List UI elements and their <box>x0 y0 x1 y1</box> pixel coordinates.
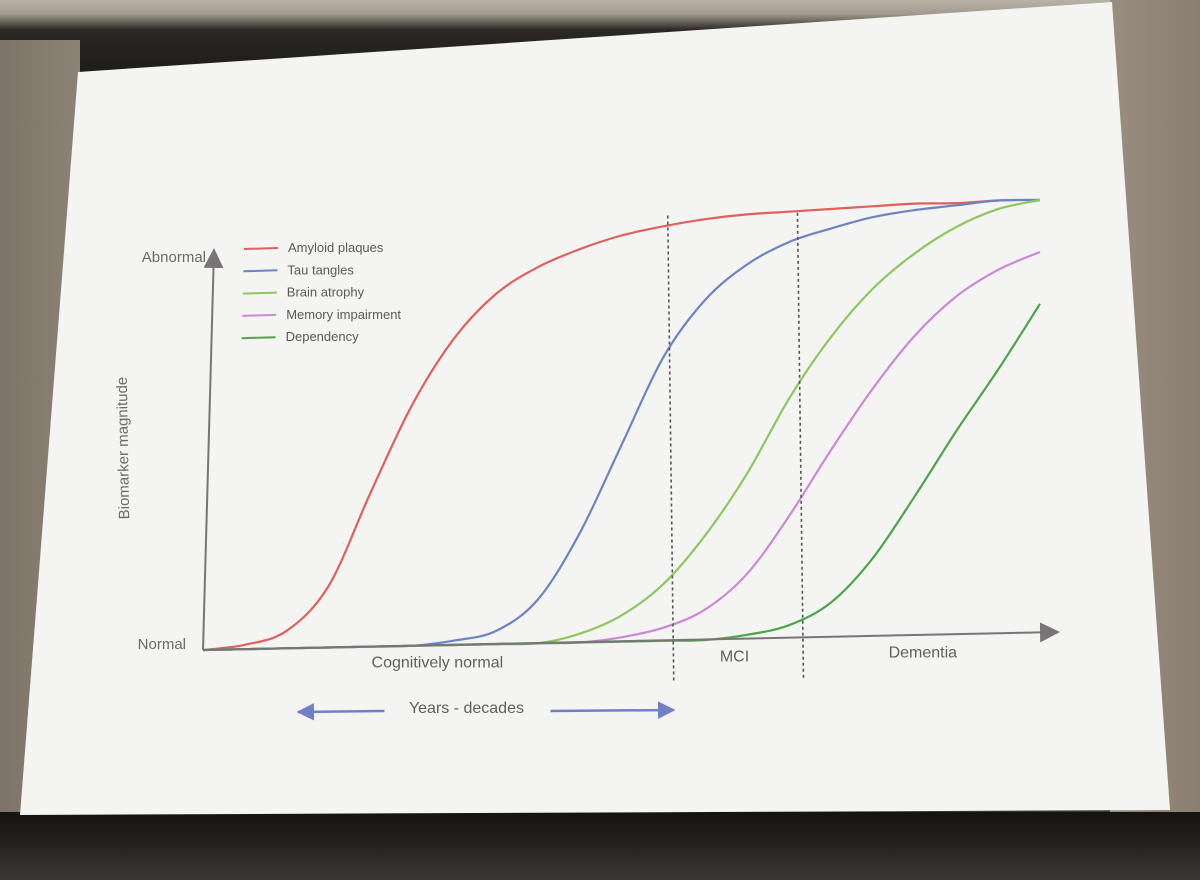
room-floor <box>0 812 1200 880</box>
duration-arrow-right <box>550 701 676 719</box>
chart-legend: Amyloid plaques Tau tangles Brain atrophy M… <box>241 240 401 344</box>
legend-label-tau-tangles: Tau tangles <box>287 262 354 277</box>
legend-label-dependency: Dependency <box>286 329 359 344</box>
legend-swatch-amyloid-plaques <box>243 247 279 250</box>
stage-label-dementia: Dementia <box>889 645 958 662</box>
legend-label-brain-atrophy: Brain atrophy <box>287 285 365 300</box>
y-tick-normal: Normal <box>138 636 186 653</box>
legend-swatch-memory-impairment <box>242 313 277 317</box>
y-tick-abnormal: Abnormal <box>142 249 206 266</box>
legend-swatch-dependency <box>241 336 276 340</box>
chart-plot-area: Normal Abnormal Biomarker magnitude Cogn… <box>114 198 1060 721</box>
stage-label-cognitively-normal: Cognitively normal <box>372 654 504 671</box>
legend-label-memory-impairment: Memory impairment <box>286 307 401 322</box>
stage-labels: Cognitively normal MCI Dementia <box>372 645 958 672</box>
series-line-amyloid-plaques <box>202 198 1041 652</box>
legend-swatch-tau-tangles <box>243 269 278 273</box>
duration-indicator: Years - decades <box>296 700 676 721</box>
legend-label-amyloid-plaques: Amyloid plaques <box>288 240 384 255</box>
stage-label-mci: MCI <box>720 648 749 665</box>
legend-swatch-brain-atrophy <box>242 291 277 295</box>
duration-arrow-left <box>296 703 385 721</box>
x-axis <box>202 622 1060 651</box>
y-axis <box>202 248 224 651</box>
slide-surface <box>20 2 1170 815</box>
y-axis-label: Biomarker magnitude <box>114 377 133 520</box>
duration-label: Years - decades <box>409 700 524 717</box>
